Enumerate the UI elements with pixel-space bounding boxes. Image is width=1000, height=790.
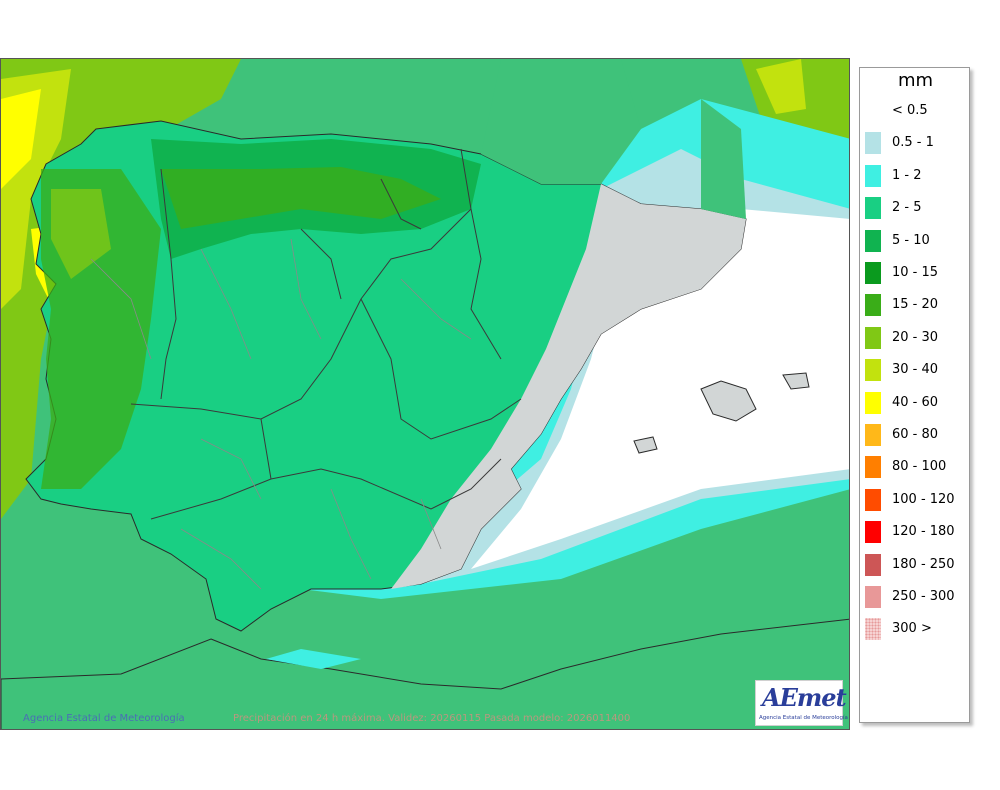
- legend-label: 1 - 2: [892, 167, 922, 183]
- legend-row: 120 - 180: [863, 520, 967, 544]
- legend-swatch: [865, 132, 881, 155]
- legend-swatch: [865, 391, 881, 414]
- legend-label: 80 - 100: [892, 459, 947, 475]
- legend-label: 100 - 120: [892, 491, 955, 507]
- portugal-20-30-zone: [51, 189, 111, 279]
- legend-row: 2 - 5: [863, 196, 967, 220]
- legend-row: < 0.5: [863, 99, 967, 123]
- legend-row: 300 >: [863, 617, 967, 641]
- legend-swatch: [865, 262, 881, 284]
- legend-label: < 0.5: [892, 103, 928, 118]
- north-africa: [1, 618, 849, 729]
- legend-label: 15 - 20: [892, 297, 939, 313]
- legend-row: 10 - 15: [863, 261, 967, 285]
- legend-row: 250 - 300: [863, 585, 967, 609]
- southern-france: [481, 59, 641, 184]
- agency-credit: Agencia Estatal de Meteorología: [23, 713, 185, 724]
- logo-text: AEmet: [762, 683, 847, 712]
- mallorca: [700, 380, 757, 422]
- legend-row: 30 - 40: [863, 358, 967, 382]
- legend-swatch: [865, 424, 881, 446]
- legend-row: 60 - 80: [863, 423, 967, 447]
- north-15-20-zone: [161, 167, 441, 229]
- legend-swatch: [865, 164, 881, 187]
- legend-swatch: [865, 586, 881, 608]
- legend-swatch: [865, 326, 881, 349]
- legend-row: 5 - 10: [863, 229, 967, 253]
- map-canvas: [1, 59, 849, 729]
- legend-label: 250 - 300: [892, 589, 955, 604]
- atlantic-40-60-zone: [1, 89, 41, 189]
- east-coast-dry-relief: [391, 184, 746, 589]
- legend-label: 0.5 - 1: [892, 135, 934, 151]
- legend-label: 30 - 40: [892, 362, 939, 378]
- legend-row: 180 - 250: [863, 553, 967, 577]
- aemet-logo: AEmet Agencia Estatal de Meteorología: [755, 680, 848, 726]
- legend-row: 80 - 100: [863, 455, 967, 479]
- precipitation-map: Agencia Estatal de Meteorología Precipit…: [0, 58, 850, 730]
- legend-swatch: [865, 229, 881, 252]
- legend-swatch: [865, 553, 881, 576]
- region-borders: [130, 148, 522, 520]
- legend-swatch: [865, 488, 881, 511]
- gulf-of-lion-land: [701, 99, 746, 219]
- precipitation-legend: mm < 0.5 0.5 - 1 1 - 2 2 - 5 5 - 10 10 - 15 15…: [859, 67, 970, 723]
- legend-label: 2 - 5: [892, 200, 922, 216]
- menorca: [782, 372, 810, 390]
- legend-label: 60 - 80: [892, 427, 939, 442]
- validity-text: Precipitación en 24 h máxima. Validez: 2…: [233, 713, 631, 724]
- legend-row: 0.5 - 1: [863, 131, 967, 155]
- legend-row: 15 - 20: [863, 293, 967, 317]
- legend-label: 10 - 15: [892, 265, 939, 280]
- province-borders: [90, 238, 472, 590]
- legend-row: 20 - 30: [863, 326, 967, 350]
- legend-swatch: [865, 294, 881, 317]
- legend-label: 300 >: [892, 621, 932, 637]
- legend-row: 40 - 60: [863, 391, 967, 415]
- logo-subtext: Agencia Estatal de Meteorología: [759, 715, 848, 721]
- legend-swatch: [865, 456, 881, 479]
- legend-swatch: [865, 197, 881, 220]
- legend-label: 180 - 250: [892, 556, 955, 572]
- legend-unit: mm: [897, 70, 934, 91]
- legend-label: 40 - 60: [892, 394, 939, 410]
- legend-label: 20 - 30: [892, 329, 939, 345]
- africa-light-zone: [266, 649, 361, 669]
- ibiza: [633, 436, 658, 454]
- mediterranean-dry-zone: [471, 209, 849, 569]
- legend-swatch: [865, 521, 881, 544]
- legend-row: 100 - 120: [863, 488, 967, 512]
- legend-label: 120 - 180: [892, 524, 955, 540]
- legend-row: 1 - 2: [863, 164, 967, 188]
- legend-swatch: [865, 618, 881, 641]
- legend-label: 5 - 10: [892, 232, 930, 248]
- legend-swatch: [865, 359, 881, 382]
- ne-corner-yellow: [756, 59, 806, 114]
